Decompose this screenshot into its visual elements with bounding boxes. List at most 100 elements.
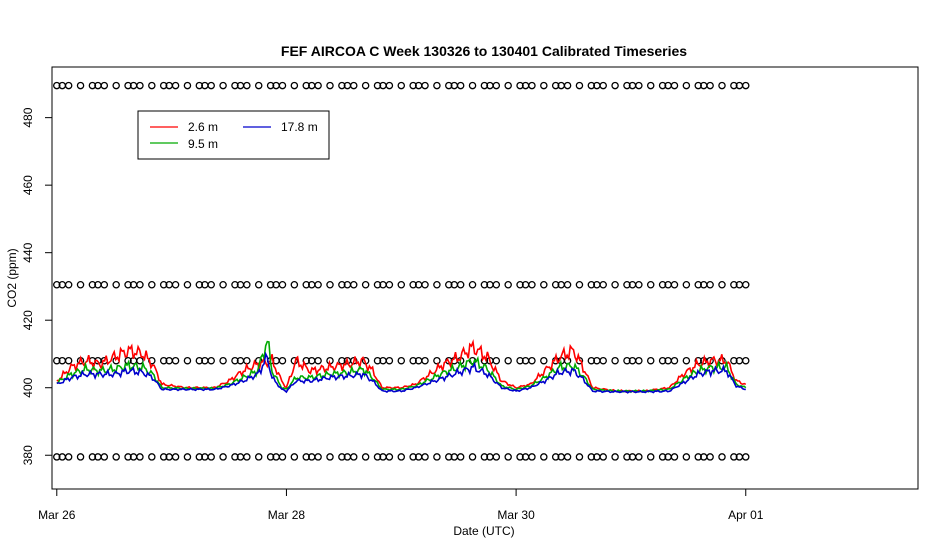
calibration-marker (658, 281, 667, 289)
calibration-marker (445, 81, 453, 90)
calibration-marker (64, 81, 73, 90)
calibration-marker (231, 281, 239, 289)
calibration-marker (646, 356, 655, 365)
calibration-marker (445, 453, 453, 461)
calibration-marker (623, 81, 631, 90)
calibration-marker (563, 453, 572, 461)
calibration-marker (658, 453, 667, 461)
calibration-marker (171, 453, 180, 461)
legend-box (137, 110, 330, 160)
calibration-marker (124, 81, 132, 90)
calibration-marker (528, 281, 536, 289)
calibration-marker (718, 81, 726, 90)
calibration-marker (646, 81, 655, 90)
calibration-marker (397, 356, 406, 365)
calibration-marker (171, 281, 180, 289)
calibration-marker (278, 81, 287, 90)
calibration-marker (587, 453, 596, 461)
calibration-marker (516, 281, 524, 289)
calibration-marker (207, 356, 215, 365)
calibration-marker (195, 453, 204, 461)
calibration-marker (409, 281, 417, 289)
calibration-marker (112, 81, 120, 90)
calibration-marker (326, 453, 334, 461)
calibration-marker (421, 453, 429, 461)
x-axis-label: Date (UTC) (453, 524, 514, 538)
calibration-marker (219, 281, 227, 289)
calibration-marker (254, 81, 263, 90)
calibration-marker (730, 81, 738, 90)
calibration-marker (159, 453, 168, 461)
calibration-marker (243, 356, 251, 365)
calibration-marker (623, 281, 631, 289)
calibration-marker (397, 281, 406, 289)
calibration-marker (302, 356, 310, 365)
calibration-marker (207, 453, 215, 461)
calibration-marker (646, 281, 655, 289)
calibration-marker (159, 281, 168, 289)
calibration-marker (243, 81, 251, 90)
calibration-marker (742, 81, 750, 90)
calibration-marker (504, 281, 512, 289)
calibration-marker (231, 81, 239, 90)
calibration-marker (718, 281, 726, 289)
calibration-marker (682, 356, 691, 365)
calibration-marker (278, 281, 287, 289)
calibration-marker (599, 281, 607, 289)
calibration-marker (219, 81, 227, 90)
calibration-marker (171, 356, 180, 365)
calibration-marker (587, 356, 596, 365)
series-line-17-8-m (56, 351, 746, 394)
calibration-marker (599, 81, 607, 90)
calibration-marker (611, 453, 619, 461)
calibration-marker (611, 281, 619, 289)
calibration-marker (575, 281, 584, 289)
calibration-marker (456, 81, 465, 90)
calibration-marker (76, 81, 85, 90)
calibration-marker (456, 453, 465, 461)
calibration-marker (706, 281, 714, 289)
calibration-marker (207, 281, 215, 289)
series-line-9-5-m (56, 340, 747, 394)
calibration-marker (183, 281, 192, 289)
y-tick-label: 440 (21, 242, 35, 262)
calibration-marker (350, 453, 358, 461)
calibration-marker (540, 356, 548, 365)
calibration-marker (694, 453, 702, 461)
series-lines (56, 339, 747, 394)
calibration-marker (53, 356, 61, 365)
calibration-marker (385, 281, 394, 289)
calibration-marker (492, 356, 501, 365)
calibration-marker (243, 281, 251, 289)
calibration-marker (694, 281, 702, 289)
calibration-marker (314, 281, 322, 289)
calibration-marker (611, 81, 619, 90)
calibration-marker (53, 81, 61, 90)
calibration-marker (742, 281, 750, 289)
calibration-marker (635, 356, 643, 365)
calibration-marker (326, 281, 334, 289)
calibration-marker (587, 281, 596, 289)
calibration-marker (136, 81, 144, 90)
calibration-marker (338, 453, 346, 461)
calibration-marker (159, 356, 168, 365)
calibration-marker (385, 453, 394, 461)
calibration-marker (148, 453, 156, 461)
calibration-marker (361, 281, 370, 289)
calibration-marker (421, 281, 429, 289)
calibration-marker (670, 453, 679, 461)
calibration-marker (53, 281, 61, 289)
calibration-marker (587, 81, 596, 90)
calibration-marker (361, 453, 370, 461)
y-tick-label: 480 (21, 107, 35, 127)
calibration-marker (611, 356, 619, 365)
calibration-marker (350, 81, 358, 90)
calibration-marker (254, 453, 263, 461)
calibration-marker (480, 81, 489, 90)
calibration-marker (243, 453, 251, 461)
calibration-marker (112, 453, 120, 461)
calibration-marker (433, 453, 441, 461)
calibration-marker (314, 453, 322, 461)
calibration-marker (492, 81, 501, 90)
